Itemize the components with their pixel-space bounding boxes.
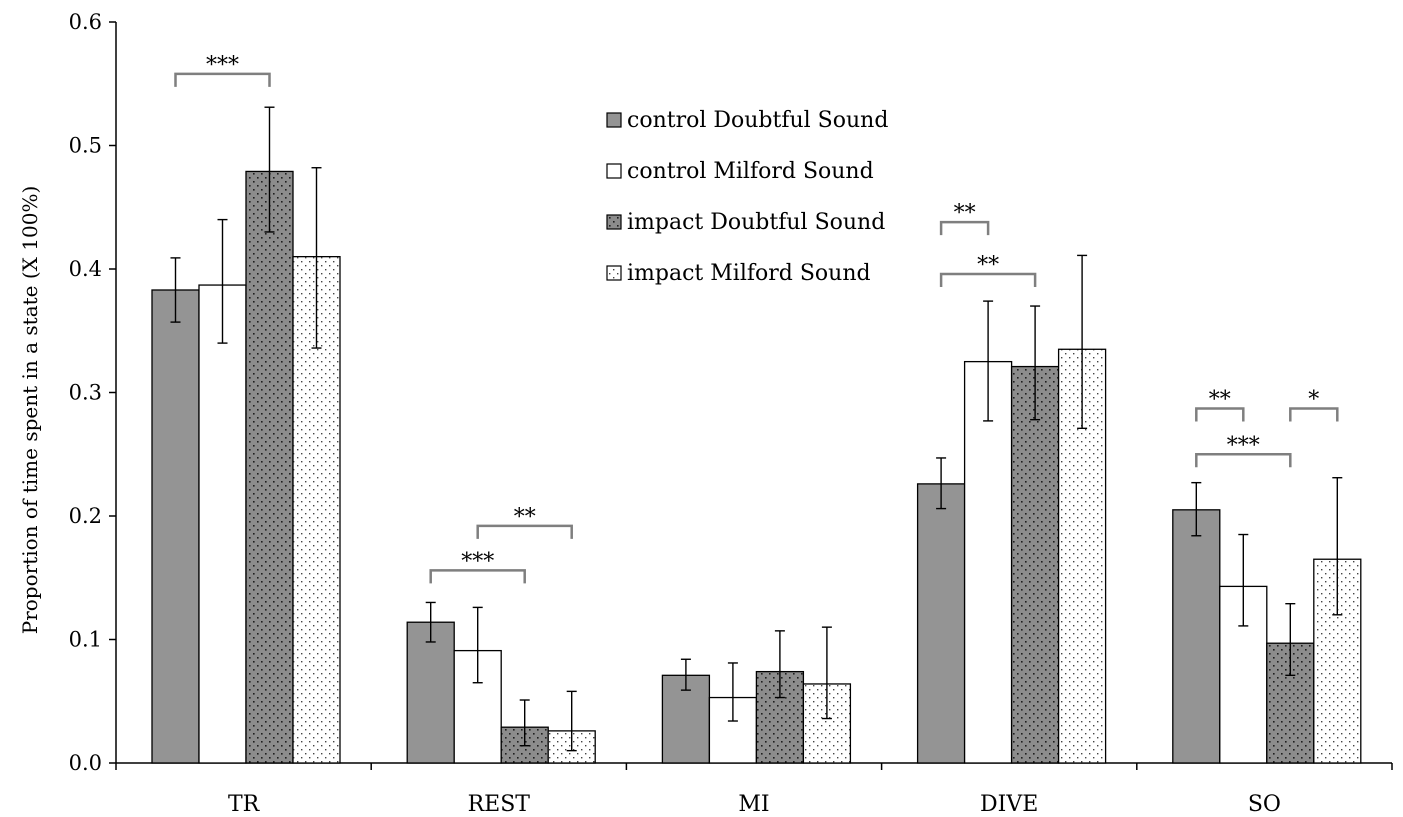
legend-label: impact Doubtful Sound <box>627 210 885 235</box>
bars <box>151 170 1362 764</box>
significance-label: ** <box>977 253 999 278</box>
significance-label: ** <box>1209 388 1231 413</box>
bar-tr-control-milford-sound <box>198 284 247 764</box>
significance-label: *** <box>461 549 494 574</box>
legend-label: control Milford Sound <box>627 159 874 184</box>
bar-dive-control-milford-sound <box>963 360 1013 764</box>
legend-label: impact Milford Sound <box>627 261 871 286</box>
category-label-mi: MI <box>738 792 769 817</box>
y-tick-label: 0.4 <box>69 257 102 281</box>
legend-swatch <box>606 265 622 281</box>
bar-tr-impact-doubtful-sound <box>245 170 294 764</box>
bar-tr-control-doubtful-sound <box>151 289 200 764</box>
significance-label: ** <box>514 505 536 530</box>
legend-swatch <box>606 163 622 179</box>
significance-bracket <box>429 569 526 584</box>
y-tick-label: 0.5 <box>69 134 102 158</box>
significance-brackets: ****************** <box>174 53 1339 584</box>
bar-so-control-doubtful-sound <box>1172 509 1221 764</box>
axes: 0.0 0.1 0.2 0.3 0.4 0.5 0.6 TR REST MI DIVE SO Pro… <box>18 10 1393 817</box>
legend: control Doubtful Sound control Milford So… <box>606 108 888 286</box>
category-label-tr: TR <box>228 792 261 817</box>
y-tick-label: 0.0 <box>69 751 102 775</box>
significance-label: * <box>1308 388 1319 413</box>
significance-bracket <box>939 220 990 236</box>
y-tick-label: 0.2 <box>69 504 102 528</box>
significance-bracket <box>1289 407 1339 422</box>
legend-swatch <box>606 214 622 230</box>
y-tick-label: 0.1 <box>69 628 102 652</box>
y-tick-label: 0.6 <box>69 10 102 34</box>
bar-dive-impact-doubtful-sound <box>1010 365 1060 764</box>
y-tick-label: 0.3 <box>69 381 102 405</box>
x-ticks: TR REST MI DIVE SO <box>115 763 1393 817</box>
category-label-dive: DIVE <box>980 792 1038 817</box>
legend-swatch <box>606 112 622 128</box>
category-label-so: SO <box>1248 792 1281 817</box>
significance-label: ** <box>954 201 976 226</box>
significance-bracket <box>1195 407 1245 422</box>
y-axis-label: Proportion of time spent in a state (X 1… <box>18 186 42 635</box>
bar-dive-control-doubtful-sound <box>916 483 966 764</box>
error-bars <box>170 106 1343 752</box>
significance-bracket <box>476 524 573 539</box>
y-ticks: 0.0 0.1 0.2 0.3 0.4 0.5 0.6 <box>69 10 116 775</box>
legend-label: control Doubtful Sound <box>627 108 888 133</box>
bar-rest-control-doubtful-sound <box>406 621 455 764</box>
significance-bracket <box>174 72 271 87</box>
significance-label: *** <box>1227 433 1260 458</box>
category-label-rest: REST <box>468 792 531 817</box>
significance-bracket <box>939 272 1037 287</box>
bar-mi-control-milford-sound <box>708 696 758 764</box>
significance-label: *** <box>206 53 239 78</box>
significance-bracket <box>1195 453 1292 468</box>
